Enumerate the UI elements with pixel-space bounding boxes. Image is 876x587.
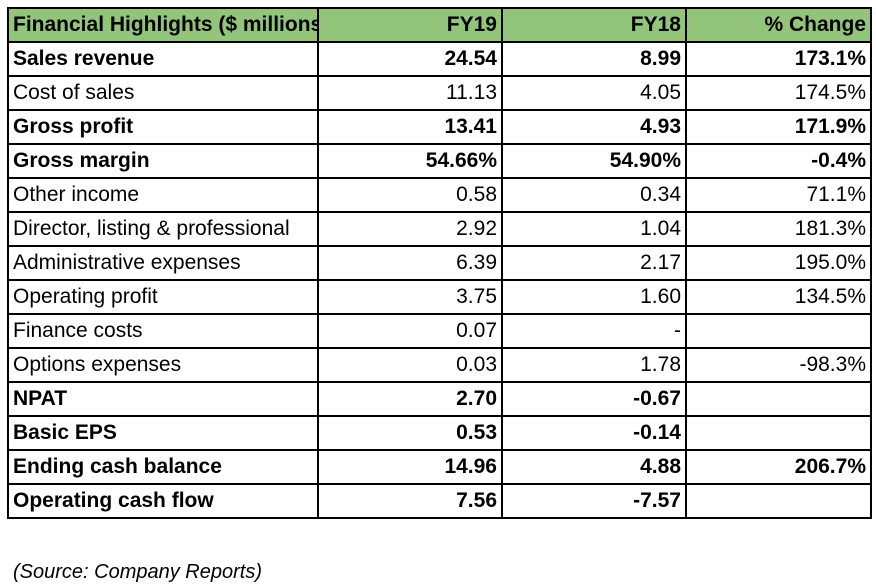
cell-fy18: 1.78 xyxy=(501,347,687,383)
table-row: Administrative expenses 6.39 2.17 195.0% xyxy=(7,245,872,281)
cell-fy19: 7.56 xyxy=(317,483,503,519)
table-row: Cost of sales 11.13 4.05 174.5% xyxy=(7,75,872,111)
cell-fy18: 1.04 xyxy=(501,211,687,247)
cell-fy18: -0.67 xyxy=(501,381,687,417)
table-row: Sales revenue 24.54 8.99 173.1% xyxy=(7,41,872,77)
header-fy18: FY18 xyxy=(501,7,687,43)
table-row: Gross profit 13.41 4.93 171.9% xyxy=(7,109,872,145)
cell-change xyxy=(685,483,872,519)
cell-fy19: 2.70 xyxy=(317,381,503,417)
cell-fy18: 1.60 xyxy=(501,279,687,315)
cell-change: 195.0% xyxy=(685,245,872,281)
header-fy19: FY19 xyxy=(317,7,503,43)
cell-change: 171.9% xyxy=(685,109,872,145)
row-label: Other income xyxy=(7,177,319,213)
cell-change: 173.1% xyxy=(685,41,872,77)
row-label: Basic EPS xyxy=(7,415,319,451)
cell-fy18: 4.05 xyxy=(501,75,687,111)
row-label: Options expenses xyxy=(7,347,319,383)
row-label: Operating cash flow xyxy=(7,483,319,519)
table-row: Operating cash flow 7.56 -7.57 xyxy=(7,483,872,519)
cell-fy18: 8.99 xyxy=(501,41,687,77)
cell-change xyxy=(685,313,872,349)
cell-fy19: 13.41 xyxy=(317,109,503,145)
row-label: NPAT xyxy=(7,381,319,417)
cell-fy19: 14.96 xyxy=(317,449,503,485)
header-change: % Change xyxy=(685,7,872,43)
cell-fy19: 11.13 xyxy=(317,75,503,111)
cell-fy18: 2.17 xyxy=(501,245,687,281)
row-label: Finance costs xyxy=(7,313,319,349)
cell-change: 134.5% xyxy=(685,279,872,315)
cell-fy18: -7.57 xyxy=(501,483,687,519)
cell-fy18: 54.90% xyxy=(501,143,687,179)
cell-fy19: 0.03 xyxy=(317,347,503,383)
row-label: Gross profit xyxy=(7,109,319,145)
cell-change: -98.3% xyxy=(685,347,872,383)
row-label: Gross margin xyxy=(7,143,319,179)
cell-fy18: -0.14 xyxy=(501,415,687,451)
header-label: Financial Highlights ($ millions) xyxy=(7,7,319,43)
table-header-row: Financial Highlights ($ millions) FY19 F… xyxy=(7,7,872,43)
source-note: (Source: Company Reports) xyxy=(13,561,262,583)
table-row: Gross margin 54.66% 54.90% -0.4% xyxy=(7,143,872,179)
table-row: Basic EPS 0.53 -0.14 xyxy=(7,415,872,451)
cell-fy18: 4.88 xyxy=(501,449,687,485)
cell-fy19: 24.54 xyxy=(317,41,503,77)
table-row: Other income 0.58 0.34 71.1% xyxy=(7,177,872,213)
cell-fy19: 6.39 xyxy=(317,245,503,281)
row-label: Cost of sales xyxy=(7,75,319,111)
cell-change: 181.3% xyxy=(685,211,872,247)
cell-fy19: 3.75 xyxy=(317,279,503,315)
table-row: Ending cash balance 14.96 4.88 206.7% xyxy=(7,449,872,485)
table-row: Options expenses 0.03 1.78 -98.3% xyxy=(7,347,872,383)
row-label: Ending cash balance xyxy=(7,449,319,485)
table-row: NPAT 2.70 -0.67 xyxy=(7,381,872,417)
row-label: Administrative expenses xyxy=(7,245,319,281)
row-label: Operating profit xyxy=(7,279,319,315)
cell-change: 206.7% xyxy=(685,449,872,485)
cell-change xyxy=(685,415,872,451)
row-label: Sales revenue xyxy=(7,41,319,77)
cell-change: -0.4% xyxy=(685,143,872,179)
cell-fy18: 4.93 xyxy=(501,109,687,145)
financial-highlights-table: Financial Highlights ($ millions) FY19 F… xyxy=(7,7,872,519)
cell-fy18: - xyxy=(501,313,687,349)
cell-change: 174.5% xyxy=(685,75,872,111)
cell-fy19: 0.58 xyxy=(317,177,503,213)
cell-fy18: 0.34 xyxy=(501,177,687,213)
table-row: Finance costs 0.07- xyxy=(7,313,872,349)
cell-change: 71.1% xyxy=(685,177,872,213)
cell-fy19: 0.07 xyxy=(317,313,503,349)
row-label: Director, listing & professional xyxy=(7,211,319,247)
cell-fy19: 0.53 xyxy=(317,415,503,451)
cell-change xyxy=(685,381,872,417)
cell-fy19: 54.66% xyxy=(317,143,503,179)
table-row: Operating profit 3.75 1.60 134.5% xyxy=(7,279,872,315)
table-row: Director, listing & professional 2.92 1.04… xyxy=(7,211,872,247)
cell-fy19: 2.92 xyxy=(317,211,503,247)
